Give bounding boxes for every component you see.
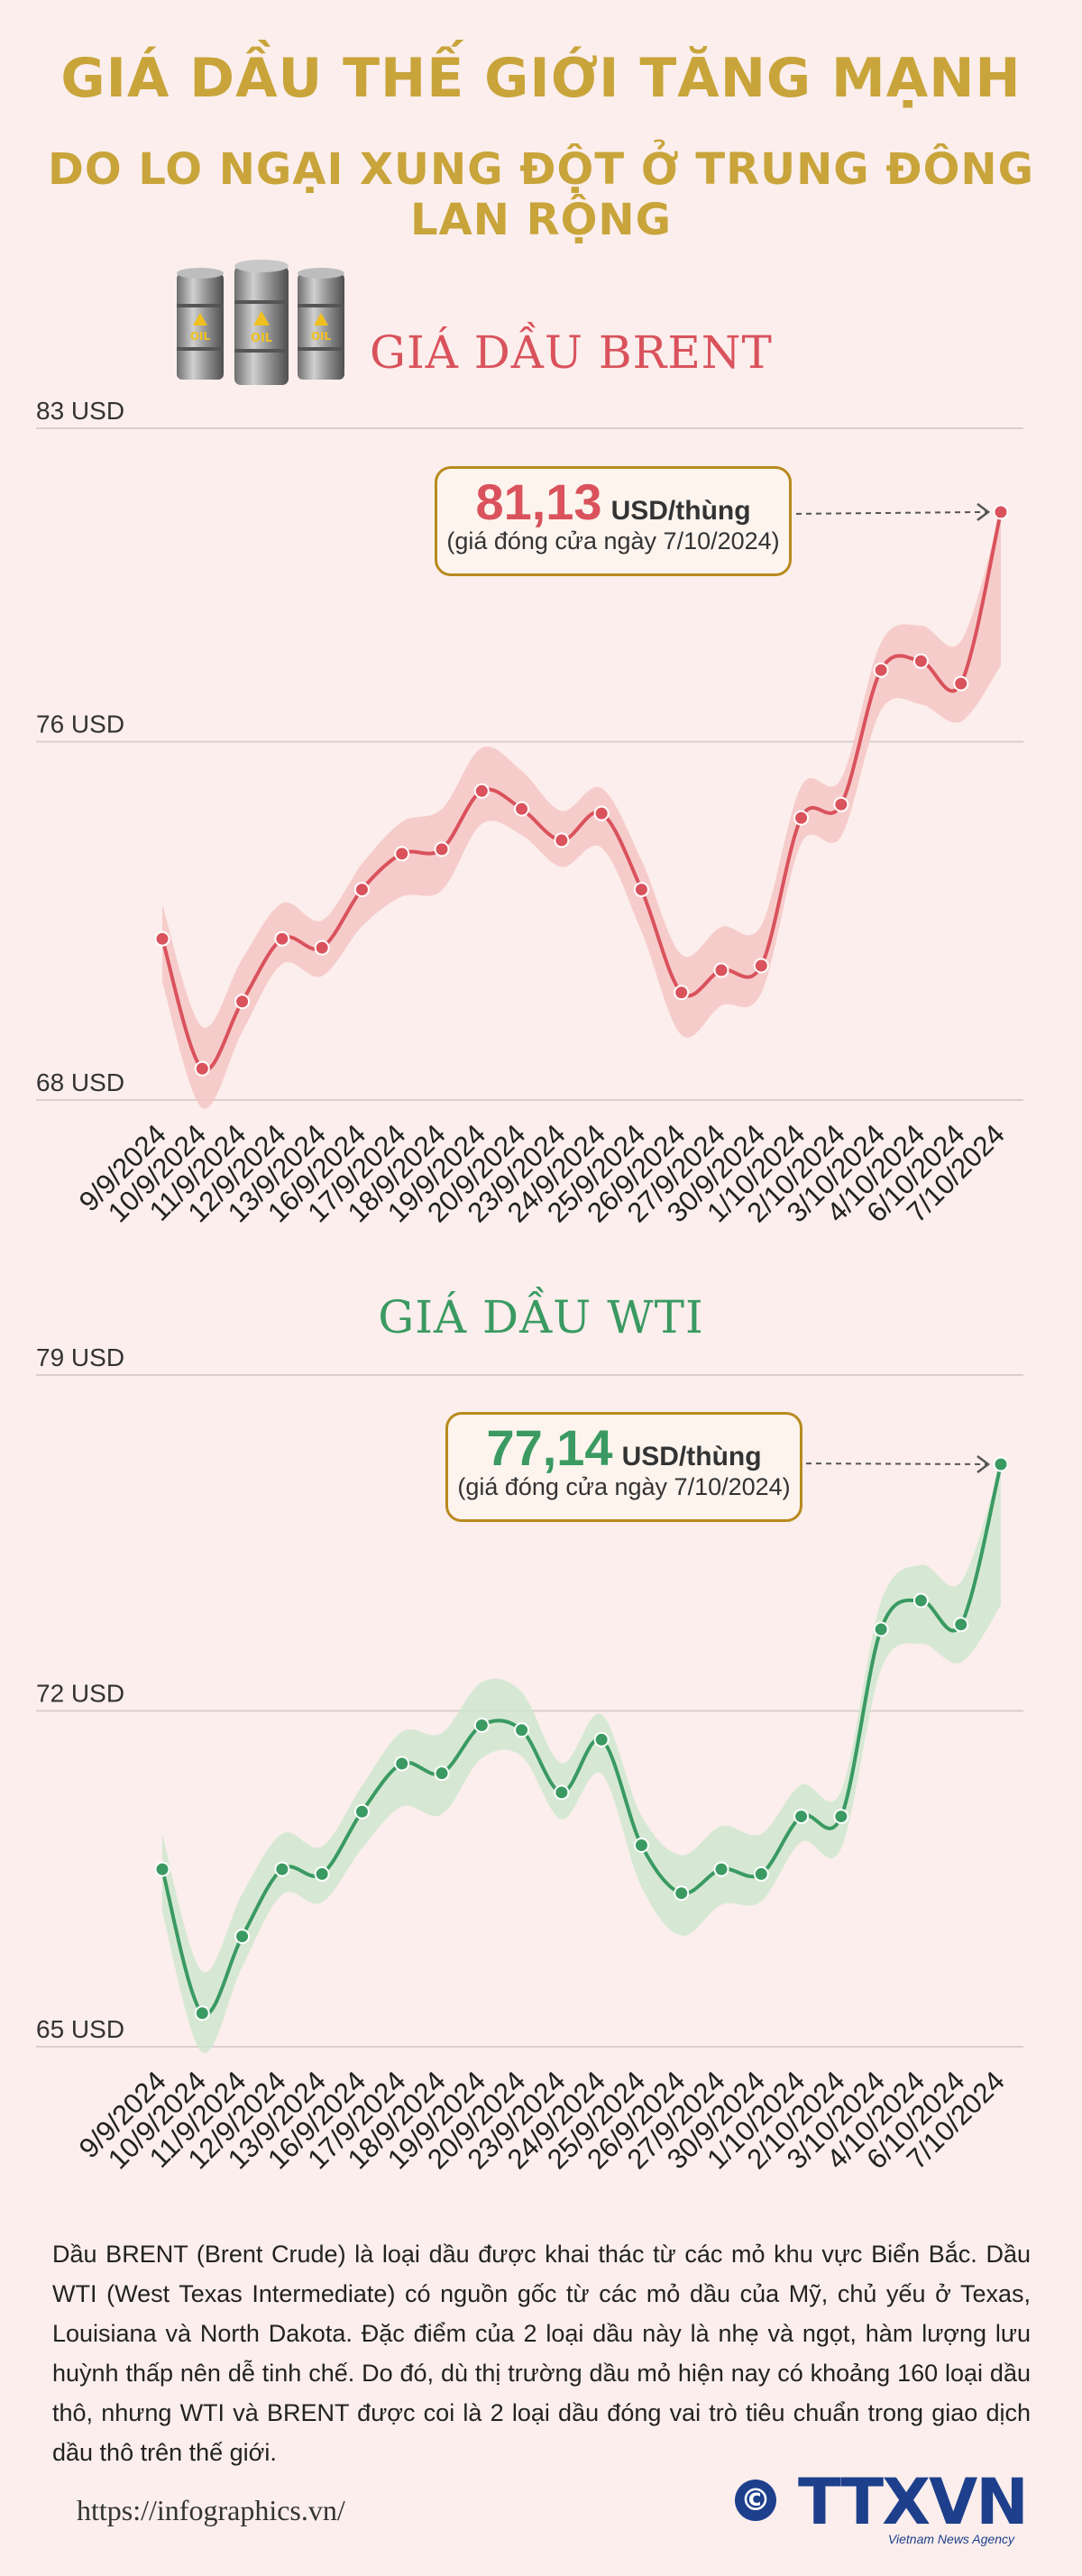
data-point: [633, 882, 649, 898]
data-point: [514, 801, 530, 817]
data-point: [793, 1809, 810, 1825]
data-point: [154, 1861, 170, 1877]
data-point: [674, 1885, 690, 1902]
data-point: [234, 1929, 251, 1945]
data-point: [194, 1060, 210, 1077]
arrow-head-icon: [977, 1454, 991, 1473]
data-point: [353, 882, 370, 898]
brent-price-unit: USD/thùng: [610, 496, 751, 526]
page-title: GIÁ DẦU THẾ GIỚI TĂNG MẠNH: [60, 47, 1022, 110]
y-tick-label: 79 USD: [36, 1343, 124, 1371]
data-point: [713, 1861, 729, 1877]
y-tick-label: 83 USD: [36, 397, 124, 425]
data-point: [912, 653, 929, 669]
wti-chart-title: GIÁ DẦU WTI: [378, 1291, 704, 1343]
data-point: [394, 1756, 410, 1772]
ttxvn-logo: TTXVN Vietnam News Agency: [798, 2465, 1029, 2552]
data-point: [554, 1784, 570, 1801]
y-tick-label: 72 USD: [36, 1680, 124, 1708]
source-link[interactable]: https://infographics.vn/: [77, 2494, 345, 2526]
data-point: [873, 662, 889, 678]
y-tick-label: 68 USD: [36, 1068, 124, 1096]
barrel-label: OIL: [311, 330, 332, 343]
wti-price-unit: USD/thùng: [621, 1442, 762, 1471]
data-point: [713, 962, 729, 978]
barrel-label: OIL: [251, 332, 272, 345]
data-point: [274, 1861, 290, 1877]
y-tick-label: 65 USD: [36, 2015, 124, 2043]
data-point: [953, 675, 969, 692]
data-point: [912, 1592, 929, 1609]
data-point: [353, 1803, 370, 1820]
brent-chart-title: GIÁ DẦU BRENT: [370, 326, 773, 379]
y-tick-label: 76 USD: [36, 710, 124, 738]
data-point: [833, 796, 849, 812]
data-point: [753, 958, 769, 974]
barrel-label: OIL: [190, 330, 211, 343]
brent-price-value: 81,13: [475, 473, 602, 530]
wti-price-callout: 77,14 USD/thùng (giá đóng cửa ngày 7/10/2…: [445, 1412, 802, 1522]
data-point: [194, 2005, 210, 2021]
data-band: [162, 1464, 1001, 2054]
wti-price-value: 77,14: [486, 1419, 613, 1476]
callout-arrow: [785, 1462, 987, 1465]
data-point: [674, 985, 690, 1001]
data-point: [833, 1809, 849, 1825]
data-point: [593, 805, 610, 821]
data-point: [514, 1722, 530, 1738]
data-band: [162, 511, 1001, 1109]
copyright-icon: ©: [735, 2480, 776, 2521]
arrow-head-icon: [977, 502, 991, 521]
data-point: [873, 1621, 889, 1637]
description-paragraph: Dầu BRENT (Brent Crude) là loại dầu được…: [52, 2241, 1031, 2466]
data-point: [314, 940, 330, 956]
logo-subtitle: Vietnam News Agency: [887, 2532, 1014, 2546]
wti-price-note: (giá đóng cửa ngày 7/10/2024): [457, 1473, 791, 1500]
series-line: [160, 511, 1003, 1072]
logo-text: TTXVN: [798, 2465, 1029, 2539]
page-subtitle: DO LO NGẠI XUNG ĐỘT Ở TRUNG ĐÔNG LAN RỘN…: [48, 144, 1034, 245]
data-point: [993, 1456, 1009, 1472]
data-point: [793, 810, 810, 826]
brent-price-callout: 81,13 USD/thùng (giá đóng cửa ngày 7/10/2…: [435, 466, 792, 576]
data-point: [434, 841, 450, 857]
data-point: [234, 994, 251, 1010]
data-point: [993, 504, 1009, 520]
data-point: [473, 783, 490, 799]
data-point: [473, 1717, 490, 1733]
data-point: [554, 832, 570, 848]
oil-barrels-icon: OIL OIL OIL: [177, 260, 344, 385]
data-point: [394, 846, 410, 862]
data-point: [314, 1866, 330, 1882]
data-point: [753, 1866, 769, 1882]
data-point: [154, 930, 170, 947]
brent-price-note: (giá đóng cửa ngày 7/10/2024): [446, 527, 780, 555]
data-point: [274, 930, 290, 947]
data-point: [434, 1765, 450, 1782]
data-point: [953, 1617, 969, 1633]
callout-arrow: [785, 510, 987, 515]
data-point: [633, 1838, 649, 1853]
data-point: [593, 1731, 610, 1747]
